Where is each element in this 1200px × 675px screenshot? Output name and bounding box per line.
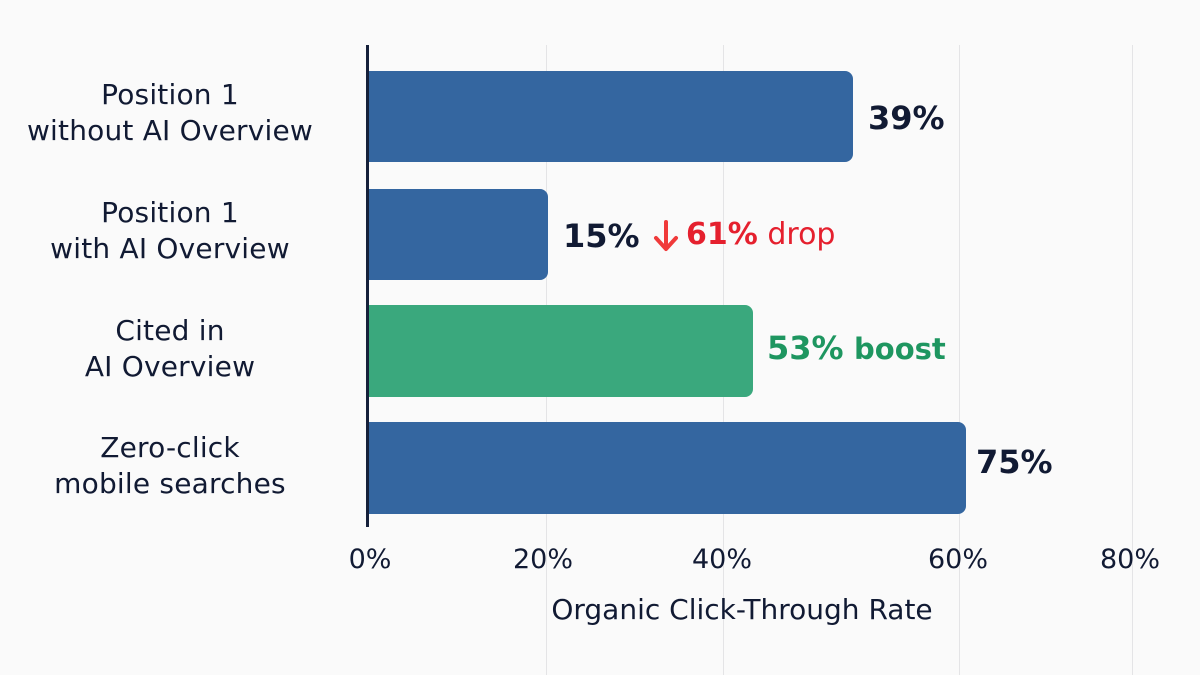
x-tick-label: 40% [691, 544, 753, 575]
drop-annotation: 61% drop [652, 215, 835, 255]
boost-word: boost [854, 332, 946, 366]
category-label-position1-with-aio: Position 1 with AI Overview [0, 195, 350, 267]
bar-value-label: 75% [976, 443, 1053, 481]
category-label-line: AI Overview [84, 350, 256, 383]
bar-cited-in-aio [368, 305, 753, 397]
x-tick-label: 60% [927, 544, 989, 575]
bar-value-label: 15% [563, 217, 640, 255]
category-label-line: Position 1 [101, 78, 239, 111]
bar-position1-with-aio [368, 189, 548, 280]
category-label-line: without AI Overview [26, 114, 314, 147]
y-axis-line [366, 45, 369, 527]
category-label-cited-in-aio: Cited in AI Overview [0, 313, 350, 385]
category-label-line: Cited in [115, 314, 225, 347]
category-label-line: Zero-click [100, 431, 240, 464]
category-label-line: with AI Overview [50, 232, 290, 265]
category-label-position1-without-aio: Position 1 without AI Overview [0, 77, 350, 149]
x-tick-label: 0% [348, 544, 392, 575]
gridline-80 [1132, 45, 1133, 675]
gridline-60 [959, 45, 960, 675]
arrow-down-icon [654, 219, 678, 251]
bar-position1-without-aio [368, 71, 853, 162]
boost-annotation: 53% boost [767, 328, 946, 370]
bar-value-label: 39% [868, 99, 945, 137]
drop-percent: 61% [686, 217, 758, 252]
category-label-line: Position 1 [101, 196, 239, 229]
x-tick-label: 20% [512, 544, 574, 575]
drop-word: drop [767, 217, 836, 252]
category-label-zero-click-mobile: Zero-click mobile searches [0, 430, 350, 502]
category-label-line: mobile searches [54, 467, 286, 500]
boost-percent: 53% [767, 329, 844, 367]
x-tick-label: 80% [1099, 544, 1161, 575]
x-axis-title: Organic Click-Through Rate [551, 593, 933, 626]
bar-zero-click-mobile [368, 422, 966, 514]
